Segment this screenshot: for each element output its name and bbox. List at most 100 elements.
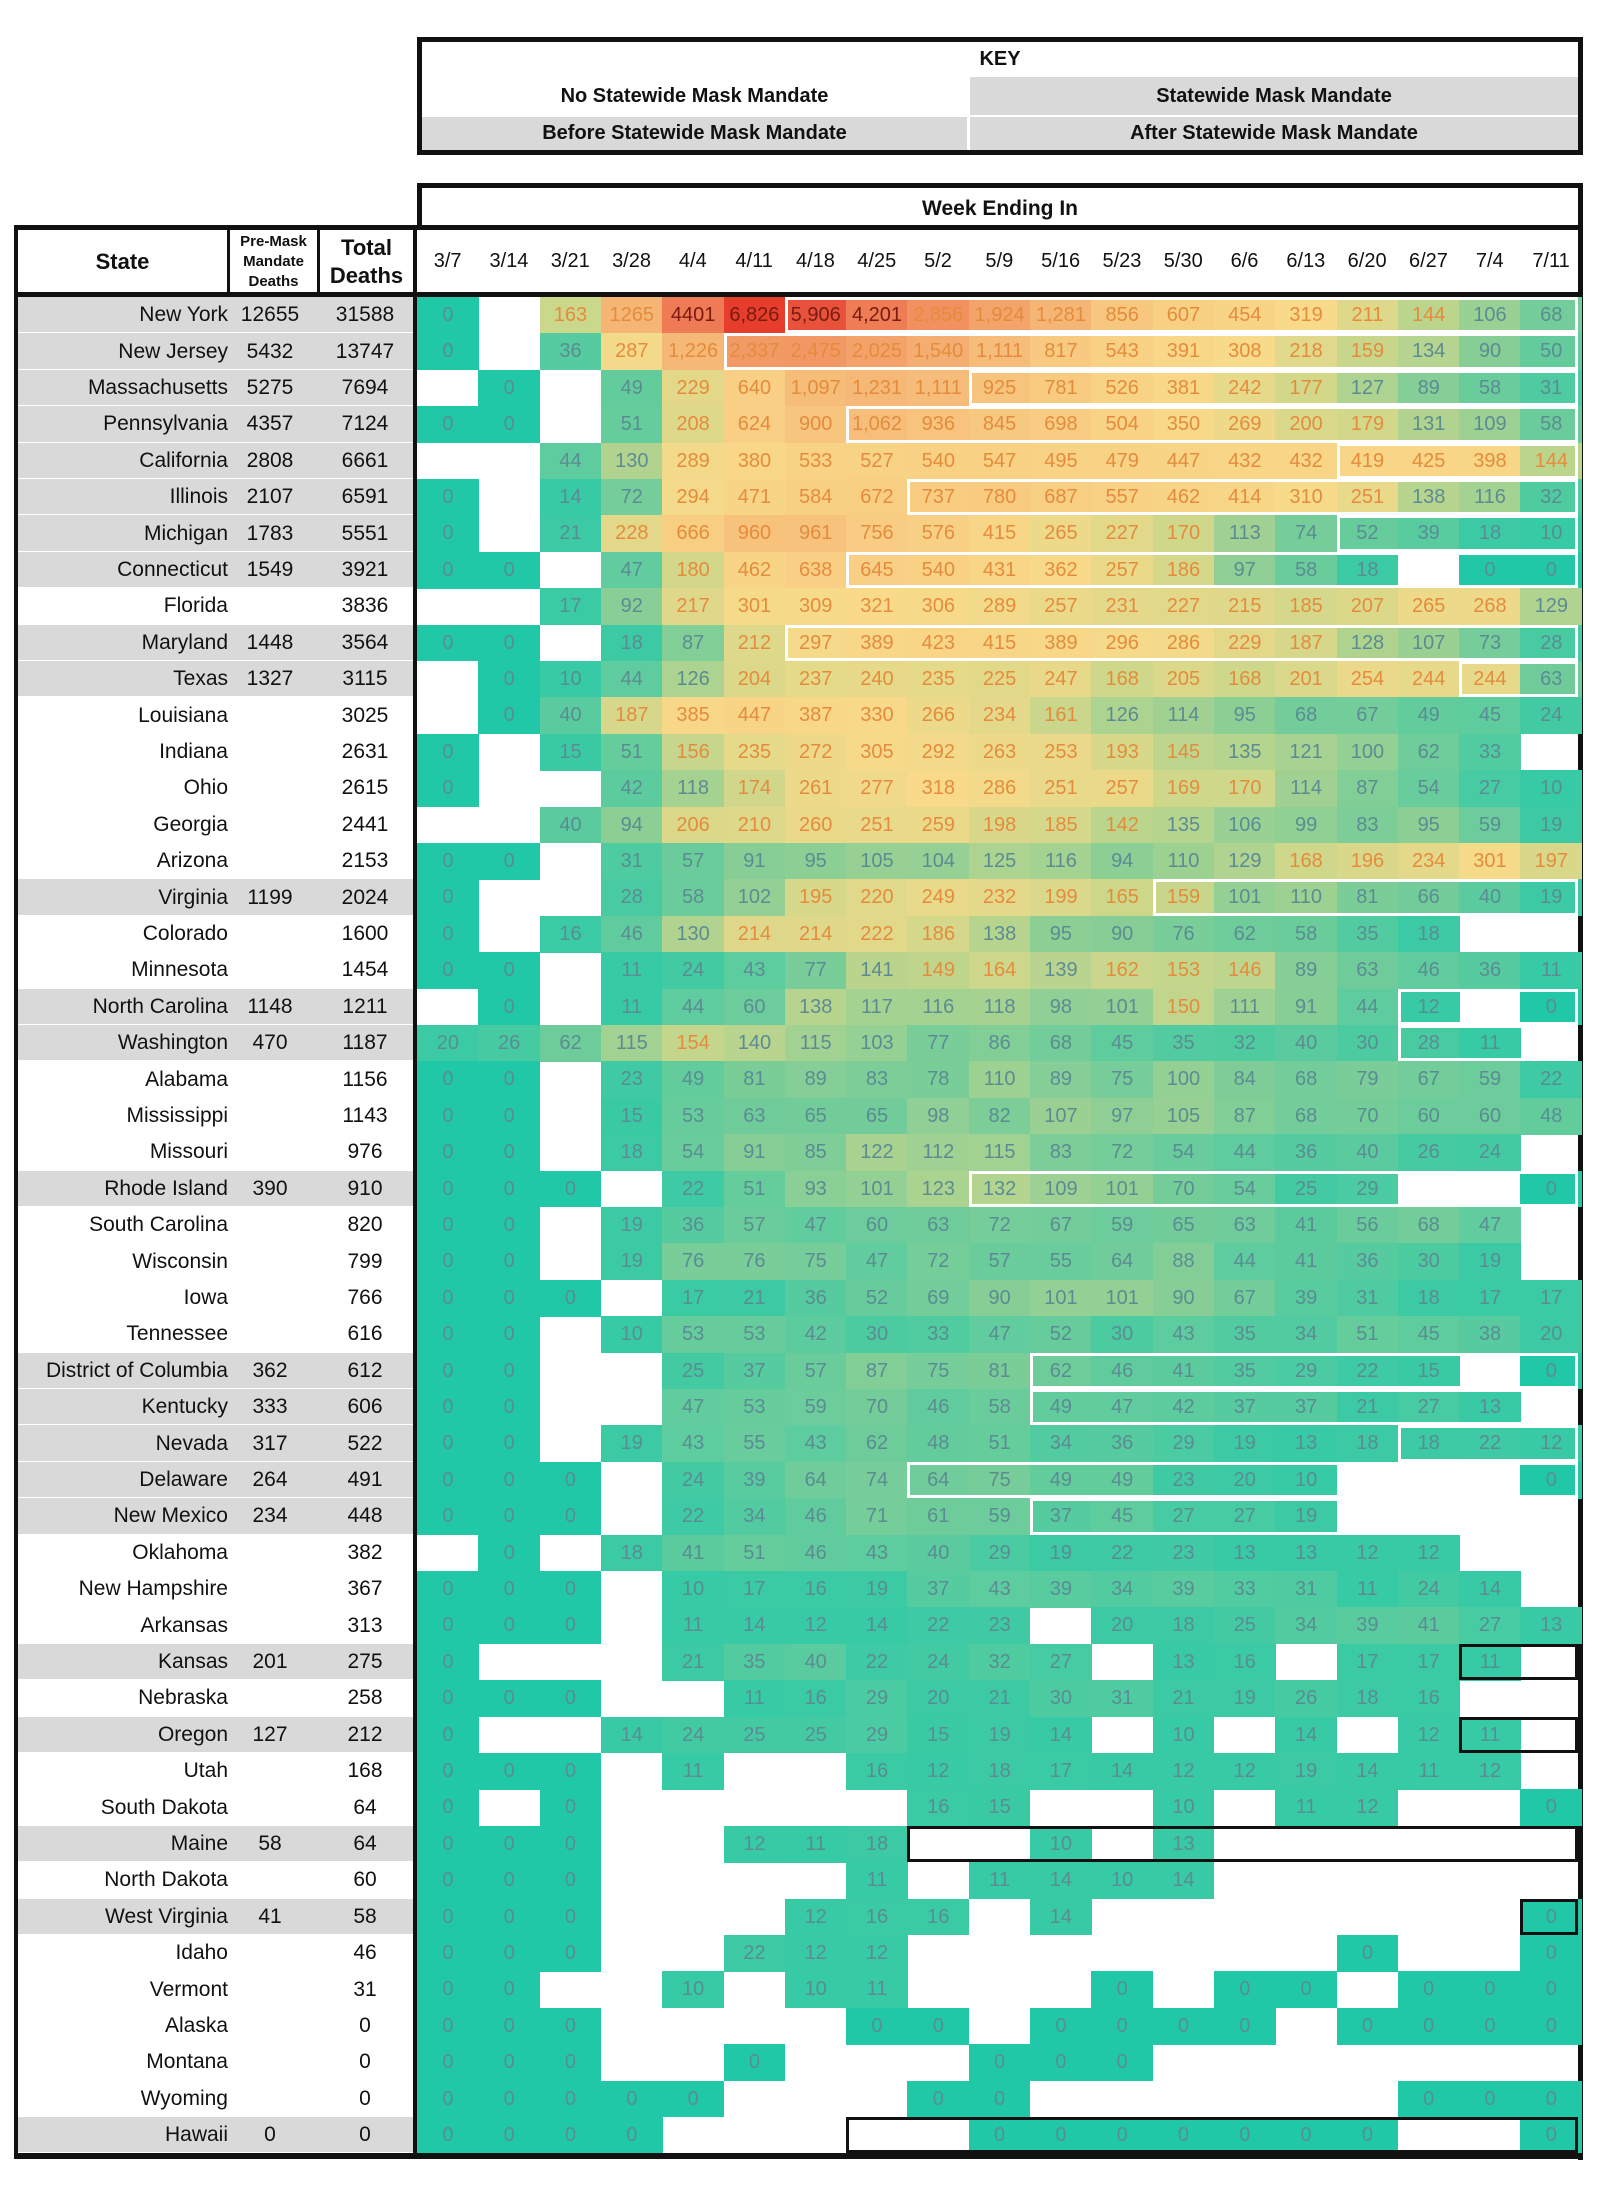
heatmap-cell: 45 (1397, 1316, 1460, 1354)
heatmap-cell: 67 (1213, 1279, 1276, 1317)
heatmap-cell: 77 (907, 1025, 970, 1062)
heatmap-cell: 46 (600, 915, 663, 953)
state-name: Illinois (169, 485, 228, 509)
heatmap-cell: 543 (1091, 333, 1154, 371)
heatmap-cell: 22 (662, 1498, 724, 1536)
heatmap-cell: 0 (417, 1716, 479, 1754)
week-header: 6/6 (1230, 250, 1259, 272)
state-name: New Jersey (118, 339, 228, 363)
total-deaths: 616 (347, 1322, 383, 1346)
heatmap-cell: 59 (1459, 1061, 1521, 1099)
heatmap-cell: 74 (846, 1461, 908, 1499)
heatmap-cell: 16 (907, 1898, 970, 1936)
heatmap-cell: 0 (478, 1825, 541, 1863)
heatmap-cell: 142 (1091, 806, 1154, 844)
heatmap-cell: 42 (784, 1316, 847, 1354)
table-row (18, 624, 413, 661)
heatmap-cell: 11 (1520, 952, 1583, 990)
pre-mask-deaths: 2808 (246, 448, 294, 472)
heatmap-cell: 48 (1520, 1097, 1583, 1135)
heatmap-cell: 169 (1152, 770, 1215, 808)
heatmap-cell: 45 (1091, 1025, 1154, 1062)
heatmap-cell: 170 (1152, 515, 1215, 553)
heatmap-cell: 62 (1397, 733, 1460, 771)
heatmap-cell: 56 (1336, 1207, 1399, 1244)
heatmap-cell: 0 (478, 1971, 541, 2009)
total-deaths: 491 (347, 1467, 383, 1491)
heatmap-cell: 0 (478, 1753, 541, 1790)
heatmap-cell: 70 (846, 1389, 908, 1426)
heatmap-cell: 18 (1336, 551, 1399, 589)
heatmap-cell: 231 (1091, 588, 1154, 626)
heatmap-cell: 0 (478, 624, 541, 662)
table-row (18, 1498, 413, 1535)
heatmap-cell: 101 (1030, 1279, 1092, 1317)
heatmap-cell: 100 (1152, 1061, 1215, 1099)
heatmap-cell: 18 (600, 624, 663, 662)
heatmap-cell: 29 (846, 1716, 908, 1754)
total-deaths: 31588 (335, 303, 395, 327)
state-name: Indiana (159, 739, 228, 763)
heatmap-cell: 138 (968, 915, 1031, 953)
heatmap-cell: 415 (968, 624, 1031, 662)
heatmap-cell: 18 (1397, 915, 1460, 953)
total-deaths: 64 (353, 1831, 377, 1855)
pre-mask-deaths: 333 (252, 1395, 288, 1419)
heatmap-cell: 159 (1336, 333, 1399, 371)
week-header: 4/18 (795, 250, 835, 272)
heatmap-cell: 13 (1520, 1607, 1583, 1645)
heatmap-cell: 0 (539, 1753, 602, 1790)
heatmap-cell: 0 (417, 1643, 479, 1681)
heatmap-cell: 69 (907, 1279, 970, 1317)
heatmap-cell: 698 (1030, 406, 1092, 444)
heatmap-cell: 222 (846, 915, 908, 953)
heatmap-cell: 10 (1275, 1461, 1337, 1499)
heatmap-cell: 15 (600, 1097, 663, 1135)
heatmap-cell: 0 (417, 1316, 479, 1354)
heatmap-cell: 30 (1091, 1316, 1154, 1354)
heatmap-cell: 51 (600, 733, 663, 771)
heatmap-cell: 103 (846, 1025, 908, 1062)
heatmap-cell: 22 (1520, 1061, 1583, 1099)
heatmap-cell: 306 (907, 588, 970, 626)
total-deaths: 820 (347, 1213, 383, 1237)
heatmap-cell: 391 (1152, 333, 1215, 371)
heatmap-cell: 0 (478, 369, 541, 407)
heatmap-cell: 89 (784, 1061, 847, 1099)
total-deaths: 58 (353, 1904, 377, 1928)
heatmap-cell: 0 (417, 1825, 479, 1863)
heatmap-cell: 27 (1213, 1498, 1276, 1536)
total-deaths: 976 (347, 1140, 383, 1164)
heatmap-cell: 19 (600, 1425, 663, 1463)
heatmap-cell: 46 (784, 1498, 847, 1536)
heatmap-cell: 781 (1030, 369, 1092, 407)
heatmap-cell: 17 (1030, 1753, 1092, 1790)
heatmap-cell: 0 (1520, 1170, 1583, 1208)
table-row (18, 1935, 413, 1972)
heatmap-cell: 68 (1275, 1097, 1337, 1135)
table-row (18, 588, 413, 625)
heatmap-cell: 0 (478, 1097, 541, 1135)
heatmap-cell: 177 (1275, 369, 1337, 407)
heatmap-cell: 145 (1152, 733, 1215, 771)
heatmap-cell: 54 (662, 1134, 724, 1172)
heatmap-cell: 23 (1152, 1534, 1215, 1572)
heatmap-cell: 292 (907, 733, 970, 771)
heatmap-cell: 36 (1336, 1243, 1399, 1281)
heatmap-cell: 41 (1397, 1607, 1460, 1645)
heatmap-cell: 20 (907, 1680, 970, 1718)
heatmap-cell: 55 (723, 1425, 786, 1463)
heatmap-cell: 0 (417, 1607, 479, 1645)
heatmap-cell: 10 (600, 1316, 663, 1354)
heatmap-cell: 193 (1091, 733, 1154, 771)
heatmap-cell: 0 (478, 661, 541, 698)
heatmap-cell: 75 (968, 1461, 1031, 1499)
heatmap-cell: 5,906 (784, 297, 847, 334)
heatmap-cell: 0 (1030, 2044, 1092, 2082)
heatmap-cell: 125 (968, 843, 1031, 880)
heatmap-cell: 162 (1091, 952, 1154, 990)
heatmap-cell: 11 (1459, 1716, 1521, 1754)
table-row (18, 1279, 413, 1317)
heatmap-cell: 0 (478, 1389, 541, 1426)
heatmap-cell: 0 (417, 1461, 479, 1499)
